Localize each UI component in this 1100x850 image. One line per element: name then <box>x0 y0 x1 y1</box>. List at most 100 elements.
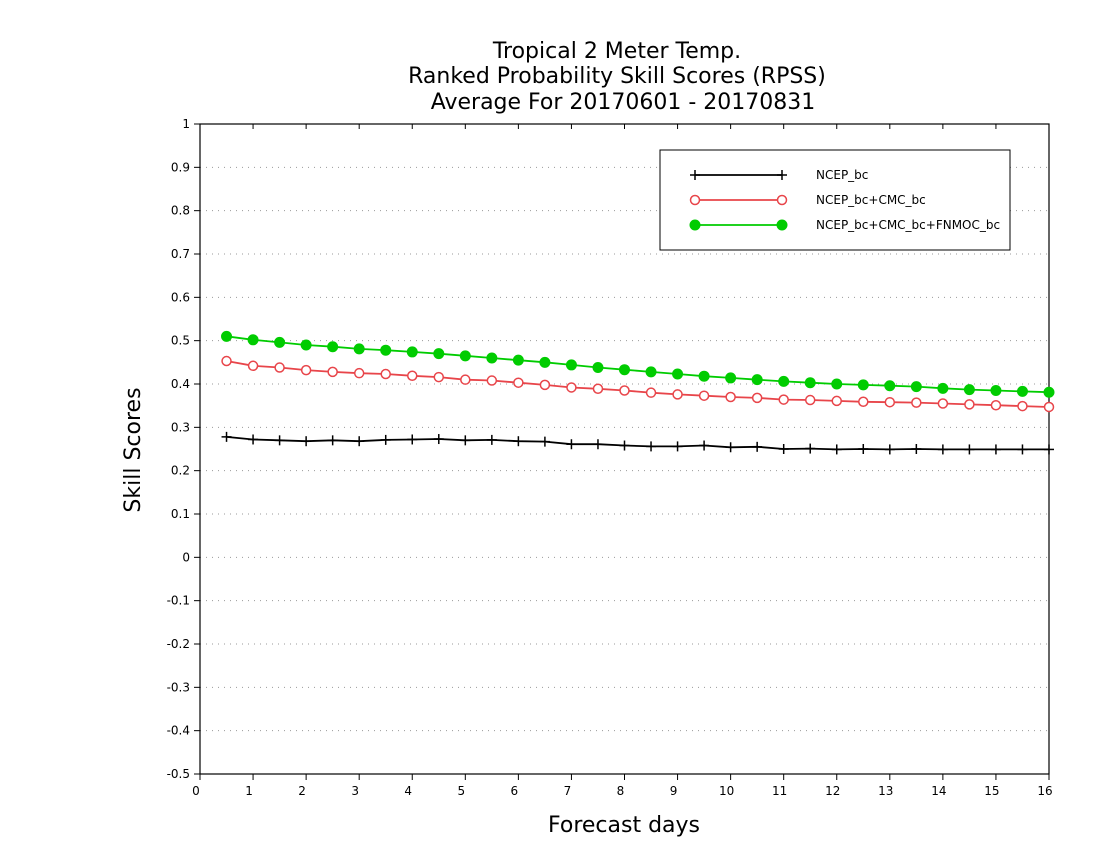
x-tick-label: 14 <box>931 784 946 798</box>
legend-marker-right <box>776 194 788 206</box>
y-tick-label: -0.1 <box>167 594 190 608</box>
series-point <box>1043 401 1055 413</box>
x-tick-label: 2 <box>298 784 306 798</box>
y-axis-ticks: -0.5 -0.4 -0.3 -0.2 -0.1 0 0.1 0.2 0.3 0.4 0.5 0.6 0… <box>167 117 200 781</box>
x-tick-label: 0 <box>192 784 200 798</box>
x-tick-label: 11 <box>772 784 787 798</box>
series-point <box>247 360 259 372</box>
series-point <box>486 434 497 445</box>
series-point <box>433 371 445 383</box>
x-tick-label: 15 <box>984 784 999 798</box>
series-point <box>911 444 922 454</box>
series-point <box>460 435 471 446</box>
series-point <box>990 385 1002 396</box>
series-point <box>778 394 789 405</box>
x-tick-label: 1 <box>245 784 253 798</box>
series-point <box>486 375 498 386</box>
legend-entry: NCEP_bc+CMC_bc+FNMOC_bc <box>689 218 1000 232</box>
series-point <box>407 434 418 445</box>
series-point <box>672 441 683 452</box>
x-axis-label: Forecast days <box>548 813 700 838</box>
series-point <box>380 434 391 445</box>
series-point <box>831 378 843 390</box>
series-point <box>1016 385 1028 397</box>
series-point <box>274 362 285 373</box>
x-tick-label: 13 <box>878 784 893 798</box>
series-point <box>751 392 763 404</box>
series-point <box>300 364 312 376</box>
series-point <box>1017 444 1028 455</box>
series-point <box>513 377 524 388</box>
y-tick-label: 1 <box>182 117 190 131</box>
series-point <box>247 334 259 346</box>
series-point <box>433 348 445 360</box>
series-point <box>353 367 365 379</box>
series-point <box>672 389 683 400</box>
x-tick-label: 12 <box>825 784 840 798</box>
series-point <box>619 440 630 451</box>
series-point <box>486 352 498 364</box>
series-point <box>751 374 763 386</box>
x-tick-label: 4 <box>404 784 412 798</box>
x-tick-label: 10 <box>719 784 734 798</box>
series-point <box>566 439 577 450</box>
series-point <box>353 343 365 355</box>
series-point <box>831 395 842 407</box>
series-point <box>327 435 338 446</box>
x-tick-label: 7 <box>564 784 572 798</box>
series-point <box>752 441 763 452</box>
x-axis-ticks: 0 1 2 3 4 5 6 7 8 9 10 11 12 13 14 15 16 <box>192 124 1053 798</box>
x-tick-label: 8 <box>617 784 625 798</box>
series-point <box>460 374 471 385</box>
series-line <box>226 360 1050 408</box>
x-tick-label: 6 <box>511 784 519 798</box>
series-point <box>539 356 551 368</box>
series-point <box>380 368 391 380</box>
series-point <box>592 439 603 450</box>
series-point <box>327 366 338 378</box>
legend-marker-left <box>689 219 701 231</box>
series-point <box>566 382 577 393</box>
series-point <box>619 364 630 376</box>
legend-label: NCEP_bc <box>816 168 868 182</box>
title-line-3: Average For 20170601 - 20170831 <box>431 90 816 115</box>
y-tick-label: 0.8 <box>171 204 190 218</box>
legend-marker-right <box>776 219 788 231</box>
series-point <box>858 444 869 454</box>
series-point <box>937 398 949 409</box>
series-point <box>221 355 232 367</box>
series-point <box>1017 400 1028 412</box>
legend-label: NCEP_bc+CMC_bc <box>816 193 926 207</box>
title-line-1: Tropical 2 Meter Temp. <box>492 39 741 64</box>
legend-marker-left <box>690 170 700 180</box>
series-point <box>1043 386 1055 398</box>
series-point <box>539 436 550 447</box>
y-tick-label: 0.6 <box>171 290 190 304</box>
x-tick-label: 9 <box>670 784 678 798</box>
series-point <box>274 435 285 446</box>
series-point <box>221 330 233 342</box>
series-point <box>990 399 1002 411</box>
series-point <box>512 354 524 366</box>
series-point <box>910 381 922 393</box>
series-point <box>380 344 392 356</box>
series-point <box>857 379 869 391</box>
series-point <box>884 444 895 455</box>
legend-entry: NCEP_bc+CMC_bc <box>689 193 926 207</box>
title-line-2: Ranked Probability Skill Scores (RPSS) <box>408 64 826 89</box>
x-tick-label: 5 <box>457 784 465 798</box>
series-point <box>805 443 816 454</box>
series-point <box>1044 444 1054 455</box>
series-point <box>804 394 816 406</box>
series-point <box>407 370 418 382</box>
x-tick-label: 3 <box>351 784 359 798</box>
series-point <box>646 441 657 452</box>
series-point <box>565 359 577 371</box>
series-1 <box>221 431 1054 455</box>
series-2 <box>221 355 1055 413</box>
series-point <box>698 370 710 382</box>
series-point <box>858 396 869 408</box>
y-tick-label: 0.5 <box>171 334 190 348</box>
